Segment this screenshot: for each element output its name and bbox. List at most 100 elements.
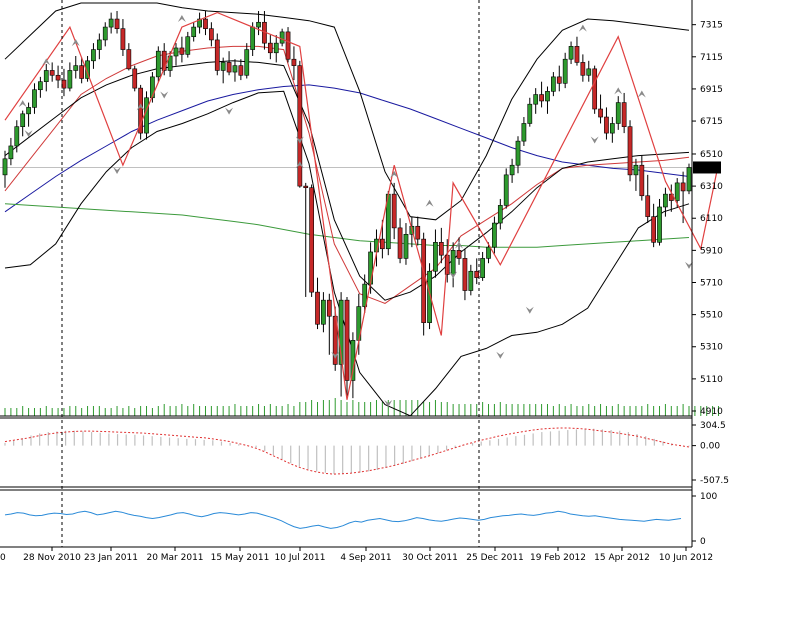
fractal-down-arrow <box>225 107 234 115</box>
indicator-line <box>4 60 690 301</box>
price-tick-label: 7315 <box>700 21 723 31</box>
x-tick-label: 15 Apr 2012 <box>594 553 650 563</box>
price-tick-label: 7115 <box>700 53 723 63</box>
candle-body <box>609 123 615 134</box>
fractal-down-arrow <box>525 306 534 314</box>
fractal-down-arrow <box>24 130 33 138</box>
candle-body <box>474 270 480 278</box>
fractal-up-arrow <box>42 58 51 66</box>
candle-body <box>403 234 409 259</box>
candle-body <box>108 18 114 28</box>
candle-body <box>132 68 138 89</box>
fractal-down-arrow <box>113 167 122 175</box>
indicator-line <box>4 45 690 304</box>
fractal-up-arrow <box>295 161 304 169</box>
fractal-down-arrow <box>496 351 505 359</box>
macd-signal-line <box>4 427 690 475</box>
candle-body <box>144 97 149 134</box>
candle-body <box>680 182 686 192</box>
rsi-tick-label: 100 <box>700 492 717 502</box>
candle-body <box>663 193 668 208</box>
indicator-line <box>4 2 690 221</box>
x-tick-label: 10 Jun 2012 <box>659 553 713 563</box>
candle-body <box>114 18 120 29</box>
rsi-tick-label: 0 <box>700 537 706 547</box>
fractal-up-arrow <box>455 241 464 249</box>
candle-body <box>450 250 456 275</box>
candle-body <box>580 62 586 76</box>
candle-body <box>250 26 256 50</box>
frame <box>0 0 693 548</box>
candle-body <box>49 70 55 76</box>
candle-body <box>55 74 61 81</box>
fractal-down-arrow <box>384 399 393 407</box>
candle-body <box>332 315 338 365</box>
candle-body <box>515 140 521 166</box>
candle-body <box>627 126 633 176</box>
candle-body <box>291 58 297 66</box>
price-tick-label: 5310 <box>700 343 723 353</box>
candle-body <box>427 270 432 323</box>
current-price-label: 6426 <box>696 163 719 173</box>
candle-body <box>527 103 533 124</box>
candle-body <box>203 18 208 29</box>
candle-body <box>161 50 167 71</box>
candle-body <box>397 227 403 259</box>
candle-body <box>492 222 497 248</box>
candle-body <box>315 291 320 325</box>
fractal-up-arrow <box>136 103 145 111</box>
fractal-up-arrow <box>18 100 27 108</box>
candle-body <box>533 94 539 105</box>
candle-body <box>20 113 26 127</box>
x-tick-label: 20 Mar 2011 <box>146 553 203 563</box>
x-tick-label-fragment: 0 <box>0 553 6 563</box>
fractal-down-arrow <box>590 136 599 144</box>
candle-body <box>297 65 303 187</box>
candle-body <box>497 205 503 224</box>
candle-body <box>645 195 651 217</box>
candle-body <box>102 26 108 41</box>
candle-body <box>226 62 232 73</box>
x-tick-label: 10 Jul 2011 <box>275 553 326 563</box>
price-tick-label: 4910 <box>700 407 723 417</box>
candle-body <box>267 42 273 54</box>
candle-body <box>615 102 621 124</box>
candle-body <box>586 68 592 76</box>
price-tick-label: 6310 <box>700 182 723 192</box>
price-tick-label: 6110 <box>700 214 723 224</box>
candle-body <box>362 283 368 307</box>
candle-body <box>96 39 102 50</box>
fractal-up-arrow <box>614 87 623 95</box>
macd-panel: 304.5 0.00 -507.5 <box>4 421 729 486</box>
candle-body <box>633 164 639 176</box>
fractal-down-arrow <box>449 271 458 279</box>
candle-body <box>574 46 580 63</box>
candle-body <box>256 21 261 28</box>
candle-body <box>651 216 656 243</box>
macd-tick-label: 0.00 <box>700 442 720 452</box>
candle-body <box>279 31 285 44</box>
candle-body <box>14 126 20 147</box>
candle-body <box>468 270 474 291</box>
candle-body <box>562 58 568 84</box>
candle-body <box>32 89 37 108</box>
candle-body <box>220 62 226 71</box>
x-tick-label: 4 Sep 2011 <box>340 553 391 563</box>
candle-body <box>179 47 185 55</box>
candle-body <box>321 299 326 325</box>
candle-body <box>433 242 438 272</box>
candle-body <box>197 18 202 28</box>
macd-tick-label: -507.5 <box>700 476 729 486</box>
candle-body <box>26 107 31 115</box>
x-tick-label: 19 Feb 2012 <box>530 553 586 563</box>
candle-body <box>85 60 90 79</box>
candle-body <box>462 258 468 291</box>
candle-body <box>173 47 179 57</box>
candle-body <box>604 116 609 134</box>
fractal-up-arrow <box>578 24 587 32</box>
fractal-down-arrow <box>160 91 169 99</box>
candle-body <box>415 225 421 240</box>
price-tick-label: 5110 <box>700 375 723 385</box>
x-tick-label: 15 May 2011 <box>211 553 270 563</box>
candle-body <box>639 164 645 197</box>
